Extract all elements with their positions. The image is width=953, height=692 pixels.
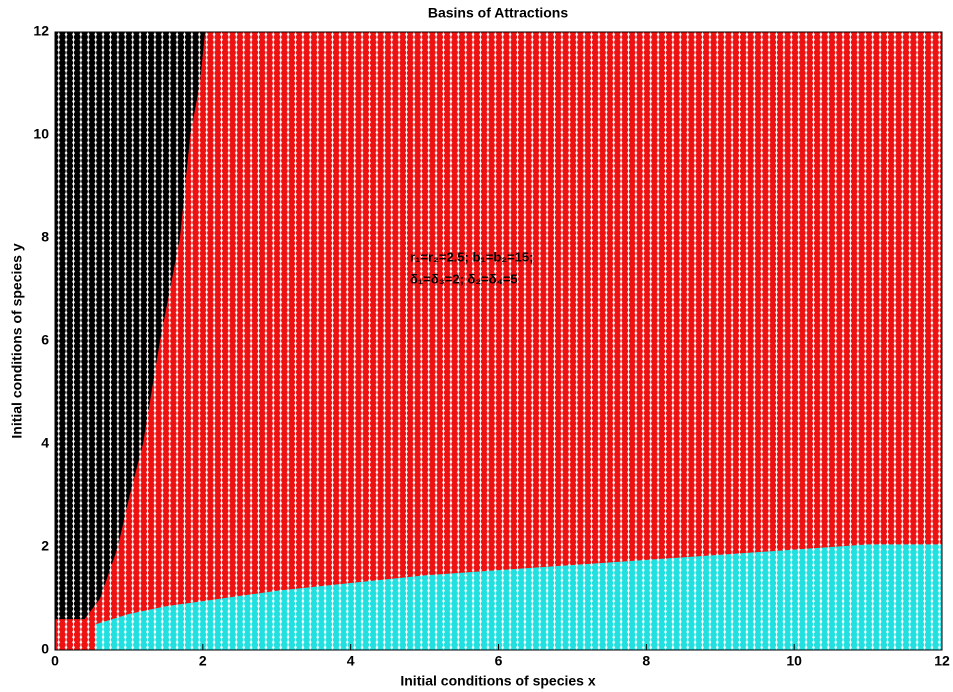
basin-region [55,32,942,650]
x-tick-label: 2 [199,653,207,669]
annotation: r₁=r₂=2.5; b₁=b₂=15; [410,249,533,264]
x-axis-label: Initial conditions of species x [400,673,595,689]
x-tick-label: 10 [786,653,802,669]
chart-title: Basins of Attractions [428,5,568,21]
y-tick-label: 8 [41,229,49,245]
x-tick-label: 4 [347,653,355,669]
y-tick-label: 12 [33,23,49,39]
y-tick-label: 2 [41,538,49,554]
y-tick-label: 4 [41,435,49,451]
basin-region [55,32,206,620]
y-tick-label: 0 [41,641,49,657]
y-tick-label: 6 [41,332,49,348]
y-tick-label: 10 [33,126,49,142]
basin-region [95,544,942,650]
x-tick-label: 6 [495,653,503,669]
annotation: δ₁=δ₃=2; δ₂=δ₄=5 [410,271,518,286]
y-axis-label: Initial conditions of species y [9,243,25,438]
x-tick-label: 12 [934,653,950,669]
x-tick-label: 0 [51,653,59,669]
x-tick-label: 8 [642,653,650,669]
